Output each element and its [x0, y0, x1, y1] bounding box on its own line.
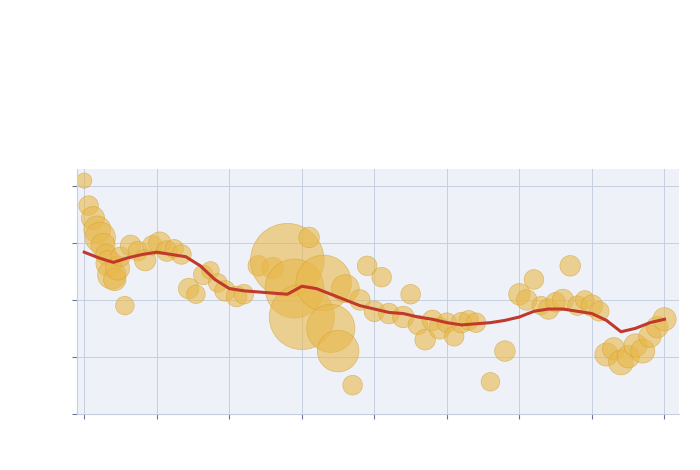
Point: [630, 342, 641, 349]
Point: [97, 242, 108, 249]
Point: [470, 319, 482, 327]
Point: [253, 262, 264, 270]
Point: [83, 202, 94, 209]
Point: [147, 242, 158, 249]
Point: [340, 285, 351, 292]
Point: [176, 251, 187, 258]
Point: [212, 279, 223, 287]
Point: [615, 359, 626, 366]
Point: [405, 290, 416, 298]
Point: [139, 256, 150, 264]
Point: [659, 315, 670, 323]
Point: [645, 333, 656, 340]
Point: [376, 274, 387, 281]
Point: [550, 298, 561, 306]
Point: [652, 323, 663, 331]
Point: [219, 287, 230, 295]
Point: [587, 302, 598, 309]
Point: [205, 266, 216, 274]
Point: [601, 351, 612, 358]
Point: [132, 247, 144, 255]
Point: [622, 353, 634, 360]
Point: [104, 260, 115, 267]
Point: [88, 214, 99, 222]
Point: [326, 325, 337, 332]
Point: [289, 285, 300, 292]
Point: [565, 262, 576, 270]
Point: [485, 378, 496, 385]
Point: [238, 290, 249, 298]
Point: [608, 345, 620, 352]
Point: [441, 319, 452, 327]
Point: [572, 302, 583, 309]
Point: [78, 177, 90, 184]
Point: [92, 226, 103, 233]
Point: [161, 247, 172, 255]
Point: [183, 285, 195, 292]
Point: [332, 347, 344, 355]
Point: [419, 336, 430, 344]
Point: [369, 307, 380, 315]
Point: [296, 313, 307, 321]
Point: [281, 256, 293, 264]
Point: [197, 271, 209, 279]
Point: [318, 279, 329, 287]
Point: [398, 313, 409, 321]
Point: [499, 347, 510, 355]
Point: [94, 234, 106, 241]
Point: [514, 290, 525, 298]
Point: [154, 239, 165, 247]
Point: [354, 296, 365, 304]
Point: [594, 307, 605, 315]
Point: [169, 245, 180, 252]
Point: [109, 276, 120, 283]
Point: [100, 251, 111, 258]
Point: [521, 296, 532, 304]
Point: [536, 302, 547, 309]
Point: [456, 319, 467, 327]
Point: [384, 310, 395, 317]
Point: [106, 271, 118, 279]
Point: [231, 293, 242, 300]
Point: [115, 253, 126, 260]
Point: [304, 234, 315, 241]
Point: [557, 296, 568, 304]
Point: [267, 264, 279, 272]
Point: [412, 321, 423, 329]
Point: [528, 276, 540, 283]
Point: [125, 242, 136, 249]
Point: [347, 382, 358, 389]
Point: [449, 333, 460, 340]
Point: [427, 317, 438, 324]
Point: [361, 262, 372, 270]
Point: [190, 290, 202, 298]
Point: [637, 347, 648, 355]
Point: [579, 296, 590, 304]
Point: [542, 305, 554, 313]
Point: [463, 317, 475, 324]
Point: [434, 325, 445, 332]
Point: [119, 302, 130, 309]
Point: [112, 264, 123, 272]
